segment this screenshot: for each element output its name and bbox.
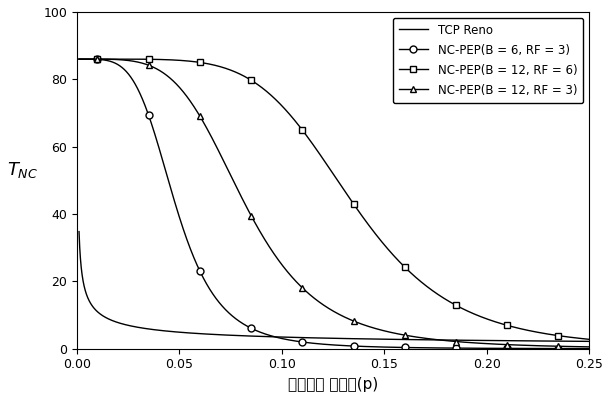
NC-PEP(B = 12, RF = 6)	[586, 337, 593, 342]
NC-PEP(B = 12, RF = 6)	[293, 120, 300, 125]
Line: NC-PEP(B = 12, RF = 3): NC-PEP(B = 12, RF = 3)	[79, 59, 589, 347]
NC-PEP(B = 6, RF = 3)	[575, 346, 583, 351]
NC-PEP(B = 12, RF = 6)	[164, 57, 171, 62]
NC-PEP(B = 12, RF = 6)	[520, 327, 528, 332]
NC-PEP(B = 12, RF = 6)	[134, 57, 141, 61]
TCP Reno	[520, 338, 528, 343]
NC-PEP(B = 12, RF = 3)	[134, 59, 141, 64]
TCP Reno	[134, 325, 141, 330]
TCP Reno	[164, 329, 171, 334]
NC-PEP(B = 12, RF = 3)	[271, 252, 278, 257]
TCP Reno	[575, 339, 583, 344]
NC-PEP(B = 12, RF = 3)	[575, 344, 583, 349]
NC-PEP(B = 12, RF = 3)	[520, 343, 528, 348]
NC-PEP(B = 6, RF = 3)	[586, 346, 593, 351]
TCP Reno	[293, 335, 300, 340]
TCP Reno	[76, 229, 83, 234]
Legend: TCP Reno, NC-PEP(B = 6, RF = 3), NC-PEP(B = 12, RF = 6), NC-PEP(B = 12, RF = 3): TCP Reno, NC-PEP(B = 6, RF = 3), NC-PEP(…	[393, 18, 583, 103]
NC-PEP(B = 12, RF = 6)	[76, 57, 83, 61]
TCP Reno	[586, 339, 593, 344]
Line: TCP Reno: TCP Reno	[79, 231, 589, 342]
NC-PEP(B = 12, RF = 3)	[586, 344, 593, 349]
Y-axis label: $T_{NC}$: $T_{NC}$	[7, 160, 38, 180]
NC-PEP(B = 6, RF = 3)	[164, 175, 171, 180]
Line: NC-PEP(B = 12, RF = 6): NC-PEP(B = 12, RF = 6)	[79, 59, 589, 339]
NC-PEP(B = 6, RF = 3)	[76, 57, 83, 61]
NC-PEP(B = 6, RF = 3)	[293, 339, 300, 344]
NC-PEP(B = 6, RF = 3)	[271, 334, 278, 339]
NC-PEP(B = 12, RF = 3)	[293, 280, 300, 284]
NC-PEP(B = 6, RF = 3)	[520, 346, 528, 351]
NC-PEP(B = 12, RF = 6)	[575, 336, 583, 341]
NC-PEP(B = 12, RF = 6)	[271, 96, 278, 101]
NC-PEP(B = 12, RF = 3)	[164, 73, 171, 78]
TCP Reno	[271, 334, 278, 339]
Line: NC-PEP(B = 6, RF = 3): NC-PEP(B = 6, RF = 3)	[79, 59, 589, 349]
NC-PEP(B = 12, RF = 3)	[76, 57, 83, 61]
X-axis label: 세그먼트 손실률(p): 세그먼트 손실률(p)	[288, 377, 378, 392]
NC-PEP(B = 6, RF = 3)	[134, 85, 141, 90]
